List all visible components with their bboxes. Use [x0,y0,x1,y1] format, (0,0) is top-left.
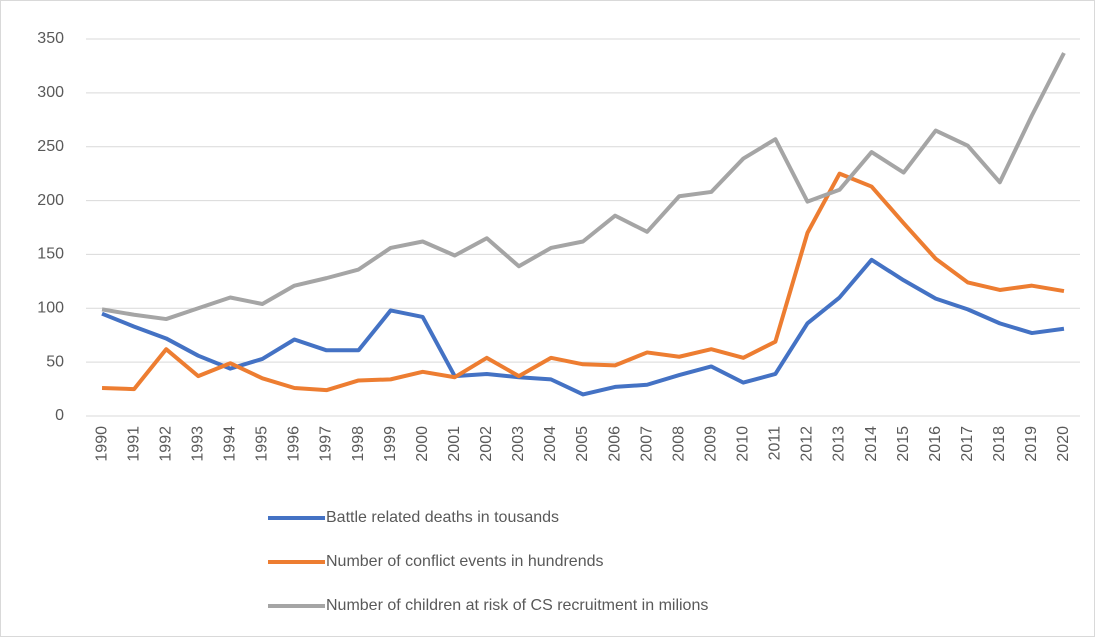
x-tick-label: 2009 [702,426,719,462]
legend-label: Battle related deaths in tousands [326,509,559,526]
y-tick-label: 100 [37,300,64,317]
x-tick-label: 2008 [670,426,687,462]
x-tick-label: 2007 [638,426,655,462]
x-tick-label: 1994 [222,426,239,462]
x-tick-label: 2015 [895,426,912,462]
y-tick-label: 300 [37,84,64,101]
x-tick-label: 2018 [991,426,1008,462]
y-tick-label: 200 [37,192,64,209]
x-tick-label: 1996 [286,426,303,462]
x-tick-label: 1997 [318,426,335,462]
x-tick-label: 1993 [189,426,206,462]
y-tick-label: 50 [46,353,64,370]
x-tick-label: 1990 [93,426,110,462]
x-tick-label: 2010 [735,426,752,462]
y-tick-label: 250 [37,138,64,155]
x-tick-label: 2017 [959,426,976,462]
x-tick-label: 2003 [510,426,527,462]
x-tick-label: 2013 [831,426,848,462]
x-tick-label: 2012 [799,426,816,462]
x-tick-label: 1998 [350,426,367,462]
x-tick-label: 2011 [767,426,784,461]
series-line [101,257,1065,397]
x-tick-label: 2016 [927,426,944,462]
x-tick-label: 2014 [863,426,880,462]
legend-label: Number of conflict events in hundrends [326,553,603,570]
series-line [101,52,1066,322]
legend-label: Number of children at risk of CS recruit… [326,597,708,614]
x-tick-label: 1999 [382,426,399,462]
y-tick-label: 350 [37,30,64,47]
x-tick-label: 2019 [1023,426,1040,462]
series-line [101,171,1065,393]
x-tick-label: 2001 [446,426,463,462]
y-tick-label: 150 [37,246,64,263]
x-tick-label: 2020 [1055,426,1072,462]
x-tick-label: 1995 [254,426,271,462]
x-tick-label: 2004 [542,426,559,462]
x-tick-label: 2005 [574,426,591,462]
x-tick-label: 2002 [478,426,495,462]
x-tick-label: 2006 [606,426,623,462]
x-tick-label: 2000 [414,426,431,462]
x-tick-label: 1991 [125,426,142,462]
y-tick-label: 0 [55,407,64,424]
x-tick-label: 1992 [157,426,174,462]
